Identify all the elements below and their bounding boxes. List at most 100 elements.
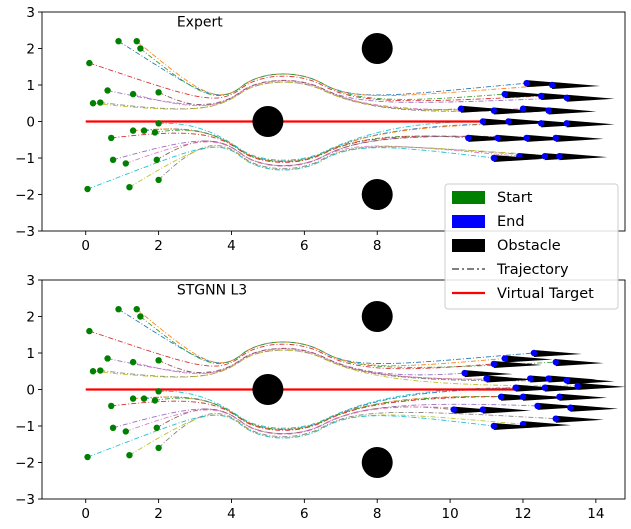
y-tick-label: 2 xyxy=(26,310,35,326)
start-point xyxy=(140,127,148,134)
end-point xyxy=(501,355,508,362)
start-point xyxy=(89,100,97,107)
start-point xyxy=(97,99,104,106)
end-heading-arrow xyxy=(493,423,542,430)
start-point xyxy=(129,358,137,366)
trajectory-line xyxy=(87,414,494,458)
obstacle-marker xyxy=(252,374,284,405)
start-point xyxy=(129,90,137,98)
start-point xyxy=(155,89,162,96)
start-point xyxy=(155,357,162,364)
start-point xyxy=(155,176,162,184)
y-tick-label: 3 xyxy=(26,273,35,289)
x-tick-label: 0 xyxy=(81,238,90,254)
end-point xyxy=(461,369,468,377)
start-point xyxy=(104,355,111,362)
x-tick-label: 8 xyxy=(373,506,382,522)
end-heading-arrow xyxy=(508,118,557,126)
obstacle-marker xyxy=(252,106,284,137)
end-point xyxy=(537,92,545,100)
legend-label: Trajectory xyxy=(496,262,569,278)
end-heading-arrow xyxy=(493,107,542,115)
start-point xyxy=(84,453,91,461)
end-point xyxy=(541,152,549,160)
y-tick-label: 0 xyxy=(26,383,35,399)
end-point xyxy=(563,94,570,101)
end-heading-arrow xyxy=(566,94,615,102)
start-point xyxy=(155,120,162,127)
end-point xyxy=(563,377,570,384)
end-heading-arrow xyxy=(566,377,615,385)
y-tick-label: 3 xyxy=(26,5,35,21)
start-point xyxy=(137,313,144,320)
trajectory-line xyxy=(133,396,502,430)
end-point xyxy=(552,415,559,422)
end-point xyxy=(497,393,505,400)
end-point xyxy=(519,105,527,112)
start-point xyxy=(109,424,117,432)
end-heading-arrow xyxy=(555,359,604,367)
end-point xyxy=(490,107,498,114)
trajectory-line xyxy=(158,411,556,449)
end-heading-arrow xyxy=(566,120,615,128)
start-point xyxy=(155,388,162,395)
y-tick-label: −3 xyxy=(15,224,35,240)
end-point xyxy=(534,402,541,410)
x-tick-label: 0 xyxy=(81,506,90,522)
trajectory-line xyxy=(154,129,469,162)
trajectory-line xyxy=(132,80,523,111)
start-point xyxy=(86,59,93,67)
start-point xyxy=(115,306,122,313)
end-heading-arrow xyxy=(559,153,608,161)
trajectory-line xyxy=(112,403,538,435)
legend-swatch xyxy=(452,191,485,204)
trajectory-line xyxy=(89,62,542,102)
start-point xyxy=(137,45,144,52)
end-heading-arrow xyxy=(555,415,604,423)
start-point xyxy=(151,129,159,136)
start-point xyxy=(115,38,122,45)
x-tick-label: 12 xyxy=(514,506,531,522)
start-point xyxy=(151,397,159,404)
obstacle-marker xyxy=(361,179,393,210)
end-point xyxy=(519,393,527,400)
end-point xyxy=(556,393,563,400)
end-point xyxy=(548,81,556,89)
trajectory-line xyxy=(107,79,567,105)
end-heading-arrow xyxy=(559,393,608,401)
end-point xyxy=(457,105,465,112)
start-point xyxy=(104,87,111,94)
trajectory-line xyxy=(154,396,523,430)
panel-expert: Expert 3 2 1 0 −1 −2 −3 0 2 4 6 8 xyxy=(15,5,626,254)
x-tick-label: 10 xyxy=(442,506,459,522)
trajectory-line xyxy=(132,348,549,380)
obstacle-marker xyxy=(361,301,393,332)
start-point xyxy=(97,367,104,374)
end-heading-arrow xyxy=(548,107,597,115)
x-tick-label: 14 xyxy=(587,506,604,522)
legend-swatch xyxy=(452,239,485,252)
end-heading-arrow xyxy=(522,393,571,401)
trajectory-line xyxy=(111,396,560,431)
x-tick-label: 2 xyxy=(154,238,163,254)
panel-annotation: Expert xyxy=(177,15,223,31)
y-tick-label: −3 xyxy=(15,492,35,508)
trajectory-line xyxy=(111,132,498,163)
start-point xyxy=(109,156,117,164)
end-point xyxy=(490,422,498,430)
end-point xyxy=(483,375,490,382)
x-tick-label: 6 xyxy=(300,506,309,522)
y-tick-label: −2 xyxy=(15,188,35,204)
end-point xyxy=(545,375,552,382)
x-tick-label: 2 xyxy=(154,506,163,522)
end-heading-arrow xyxy=(577,382,626,390)
start-point xyxy=(84,185,91,193)
end-point xyxy=(552,358,559,366)
x-tick-label: 4 xyxy=(227,238,236,254)
start-point xyxy=(86,327,93,335)
trajectory-line xyxy=(158,145,545,181)
end-heading-arrow xyxy=(493,360,542,368)
end-heading-arrow xyxy=(526,134,575,142)
